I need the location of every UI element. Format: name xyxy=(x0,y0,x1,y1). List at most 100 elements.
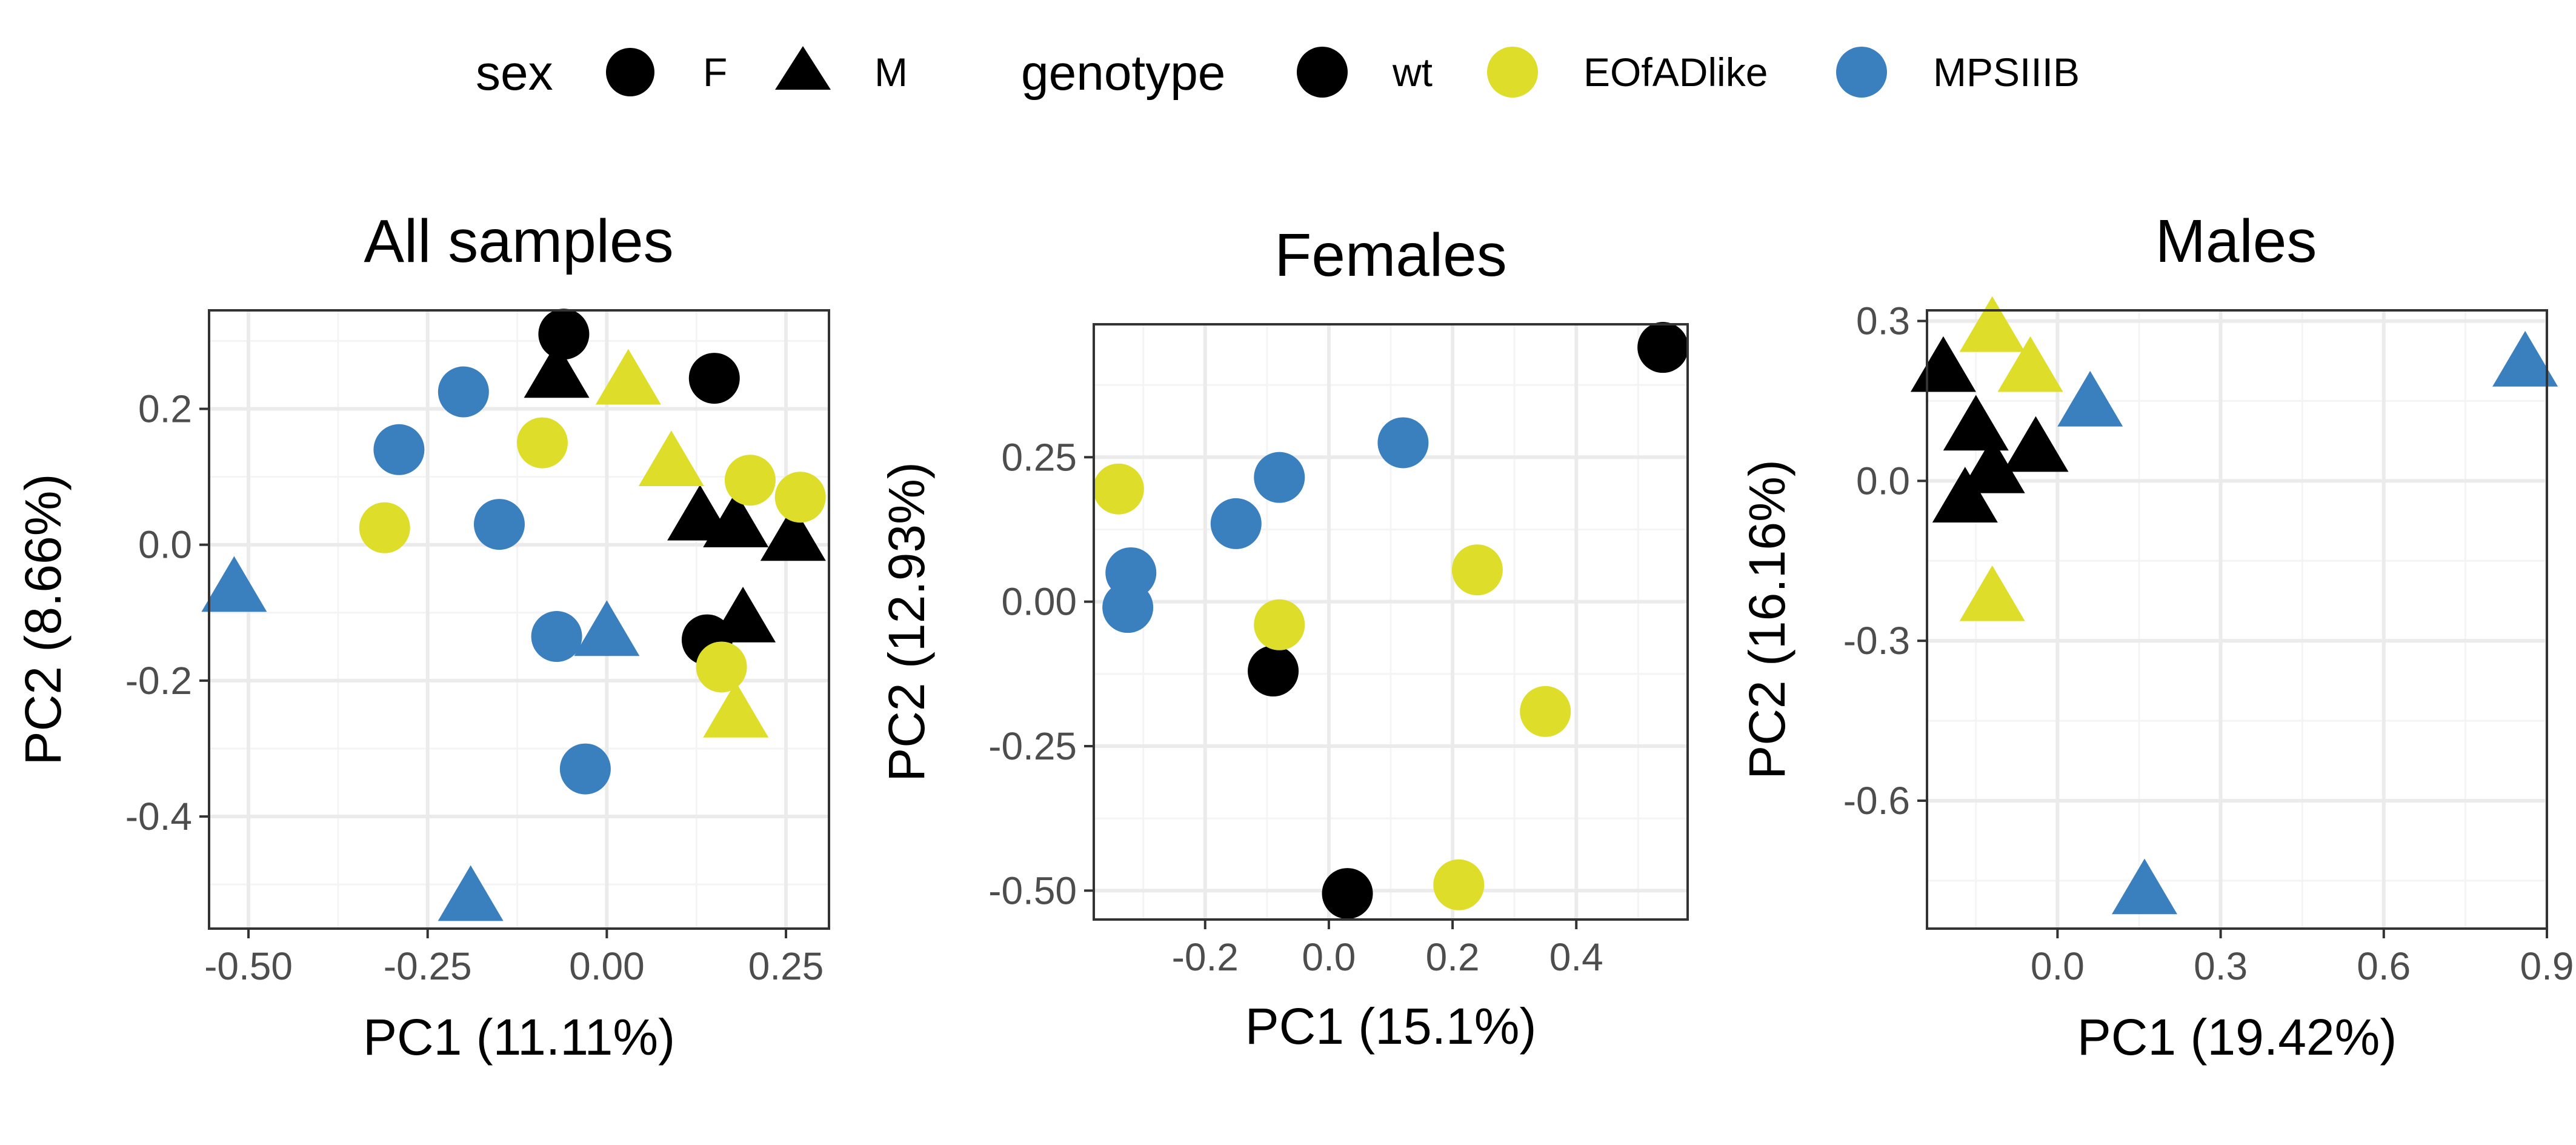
data-point-mpsiiib-male xyxy=(201,556,267,612)
x-tick-label: 0.0 xyxy=(2031,944,2085,988)
panel-border xyxy=(208,309,830,930)
plot-background xyxy=(1927,310,2547,929)
data-point-eofadlike-female xyxy=(1451,544,1503,596)
data-point-mpsiiib-female xyxy=(559,743,611,795)
y-tick-label: 0.25 xyxy=(1001,435,1077,479)
data-point-mpsiiib-female xyxy=(1254,452,1305,503)
data-point-wt-female xyxy=(1322,868,1373,920)
data-point-wt-male xyxy=(703,492,769,547)
y-tick-label: 0.0 xyxy=(1856,459,1910,502)
plot-area xyxy=(1094,324,1688,920)
legend-sex-f-label: F xyxy=(703,50,727,95)
legend: sex F M genotype wt EOfADlike MPSIIIB xyxy=(476,45,2080,101)
data-point-eofadlike-male xyxy=(595,349,661,405)
panel-title: Females xyxy=(1274,221,1506,289)
data-point-mpsiiib-female xyxy=(1210,498,1262,549)
data-point-eofadlike-male xyxy=(1959,296,2025,352)
legend-eofadlike-label: EOfADlike xyxy=(1583,50,1768,95)
x-tick-label: 0.6 xyxy=(2357,944,2411,988)
data-point-eofadlike-female xyxy=(1433,859,1485,910)
panel-2: 0.0 0.3 0.6 0.9 -0.6 -0.3 0.0 0.3 Males PC1 (19.4… xyxy=(1739,207,2574,1066)
x-tick-label: 0.9 xyxy=(2520,944,2574,988)
legend-eofadlike-key xyxy=(1487,47,1538,98)
y-tick-label: -0.6 xyxy=(1843,779,1910,823)
data-point-wt-male xyxy=(1943,395,2009,451)
data-point-wt-male xyxy=(760,505,826,561)
legend-triangle-key xyxy=(775,46,831,90)
y-tick-label: 0.0 xyxy=(138,523,192,567)
data-point-wt-female xyxy=(538,309,590,360)
y-tick-label: 0.00 xyxy=(1001,580,1077,624)
legend-genotype-title: genotype xyxy=(1021,45,1225,101)
x-tick-label: 0.4 xyxy=(1549,935,1603,979)
y-tick-label: -0.2 xyxy=(125,659,192,703)
legend-circle-key xyxy=(606,48,654,96)
data-point-wt-female xyxy=(688,353,740,404)
x-axis-label: PC1 (15.1%) xyxy=(1245,998,1537,1055)
y-tick-label: -0.4 xyxy=(125,795,192,838)
x-tick-label: 0.00 xyxy=(569,944,645,988)
x-tick-label: 0.3 xyxy=(2194,944,2248,988)
data-point-wt-male xyxy=(1932,467,1998,522)
x-axis-label: PC1 (19.42%) xyxy=(2077,1009,2397,1066)
panels: -0.50 -0.25 0.00 0.25 -0.4 -0.2 0.0 0.2 All samp… xyxy=(15,207,2574,1066)
data-point-mpsiiib-male xyxy=(574,600,640,656)
data-point-eofadlike-male xyxy=(703,681,769,738)
legend-sex-title: sex xyxy=(476,45,553,101)
x-axis-label: PC1 (11.11%) xyxy=(363,1009,675,1066)
x-tick-label: 0.2 xyxy=(1426,935,1480,979)
data-point-wt-male xyxy=(710,587,776,643)
data-point-mpsiiib-female xyxy=(373,424,425,475)
data-point-mpsiiib-male xyxy=(438,865,504,921)
y-tick-label: -0.3 xyxy=(1843,619,1910,663)
panel-title: All samples xyxy=(364,207,673,275)
y-tick-label: 0.3 xyxy=(1856,299,1910,343)
legend-wt-label: wt xyxy=(1392,50,1433,95)
data-point-wt-male xyxy=(1959,437,2025,493)
data-point-eofadlike-female xyxy=(1520,686,1571,737)
data-point-mpsiiib-male xyxy=(2111,858,2177,915)
data-point-eofadlike-female xyxy=(774,472,826,523)
legend-mpsiiib-label: MPSIIIB xyxy=(1933,50,2080,95)
legend-sex-m-label: M xyxy=(874,50,908,95)
data-point-eofadlike-female xyxy=(1093,463,1144,515)
panel-1: -0.2 0.0 0.2 0.4 -0.50 -0.25 0.00 0.25 Females PC… xyxy=(878,221,1689,1055)
data-point-eofadlike-female xyxy=(1254,599,1305,650)
panel-border xyxy=(1093,323,1689,921)
data-point-eofadlike-female xyxy=(696,641,747,693)
data-point-mpsiiib-female xyxy=(1377,417,1429,469)
x-tick-label: -0.2 xyxy=(1172,935,1239,979)
x-tick-label: 0.25 xyxy=(748,944,824,988)
data-point-wt-male xyxy=(524,342,590,398)
data-point-wt-female xyxy=(1637,322,1689,373)
data-point-mpsiiib-male xyxy=(2057,370,2123,427)
data-point-eofadlike-male xyxy=(638,430,704,486)
panel-title: Males xyxy=(2155,207,2317,275)
data-point-mpsiiib-female xyxy=(1102,582,1154,633)
data-point-mpsiiib-female xyxy=(438,366,489,418)
y-tick-label: 0.2 xyxy=(138,387,192,431)
y-axis-label: PC2 (8.66%) xyxy=(15,474,72,766)
x-tick-label: -0.25 xyxy=(384,944,472,988)
data-point-mpsiiib-female xyxy=(531,611,582,663)
data-point-wt-male xyxy=(2003,416,2069,472)
legend-mpsiiib-key xyxy=(1836,47,1887,98)
y-tick-label: -0.25 xyxy=(988,724,1077,768)
data-point-wt-female xyxy=(1248,646,1299,697)
data-point-eofadlike-female xyxy=(724,455,776,506)
data-point-mpsiiib-male xyxy=(2492,330,2558,387)
panel-border xyxy=(1926,309,2548,930)
x-tick-label: -0.50 xyxy=(204,944,293,988)
data-point-mpsiiib-female xyxy=(473,499,525,550)
y-axis-label: PC2 (12.93%) xyxy=(878,462,935,782)
y-tick-label: -0.50 xyxy=(988,869,1077,912)
y-axis-label: PC2 (16.16%) xyxy=(1739,459,1796,779)
plot-area xyxy=(1927,310,2547,929)
x-tick-label: 0.0 xyxy=(1302,935,1356,979)
panel-0: -0.50 -0.25 0.00 0.25 -0.4 -0.2 0.0 0.2 All samp… xyxy=(15,207,830,1066)
data-point-eofadlike-male xyxy=(1959,565,2025,621)
data-point-eofadlike-female xyxy=(516,417,568,469)
data-point-eofadlike-male xyxy=(1997,336,2063,392)
legend-wt-key xyxy=(1297,47,1348,98)
